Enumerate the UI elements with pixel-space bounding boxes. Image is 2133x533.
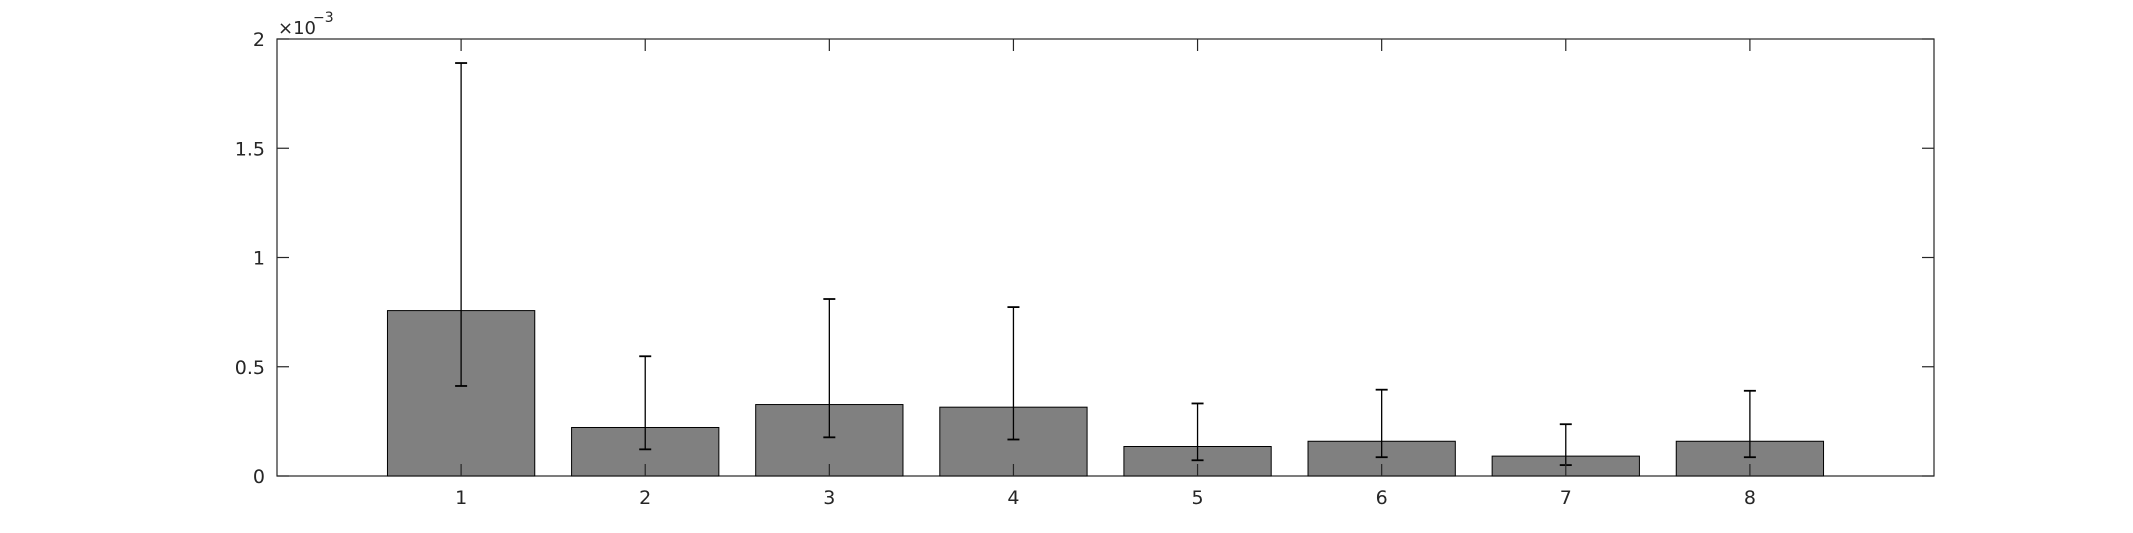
bars [386, 310, 1825, 477]
y-tick-label-3: 1.5 [235, 138, 265, 160]
y-tick-label-4: 2 [253, 29, 265, 51]
x-tick-label-5: 5 [1192, 487, 1204, 509]
x-tick-label-7: 7 [1560, 487, 1572, 509]
y-exponent-power: −3 [313, 10, 334, 26]
y-tick-label-1: 0.5 [235, 357, 265, 379]
x-tick-label-1: 1 [455, 487, 467, 509]
y-exponent-label: ×10 −3 [278, 10, 334, 39]
ticks: 1 2 3 4 5 6 7 8 0 0.5 1 1.5 2 [235, 29, 1934, 509]
error-bars [455, 62, 1756, 466]
x-tick-label-3: 3 [823, 487, 835, 509]
x-tick-label-2: 2 [639, 487, 651, 509]
x-tick-label-8: 8 [1744, 487, 1756, 509]
x-tick-label-4: 4 [1007, 487, 1019, 509]
x-tick-label-6: 6 [1376, 487, 1388, 509]
y-tick-label-0: 0 [253, 466, 265, 488]
y-tick-label-2: 1 [253, 248, 265, 270]
y-exponent-base: ×10 [278, 18, 316, 39]
